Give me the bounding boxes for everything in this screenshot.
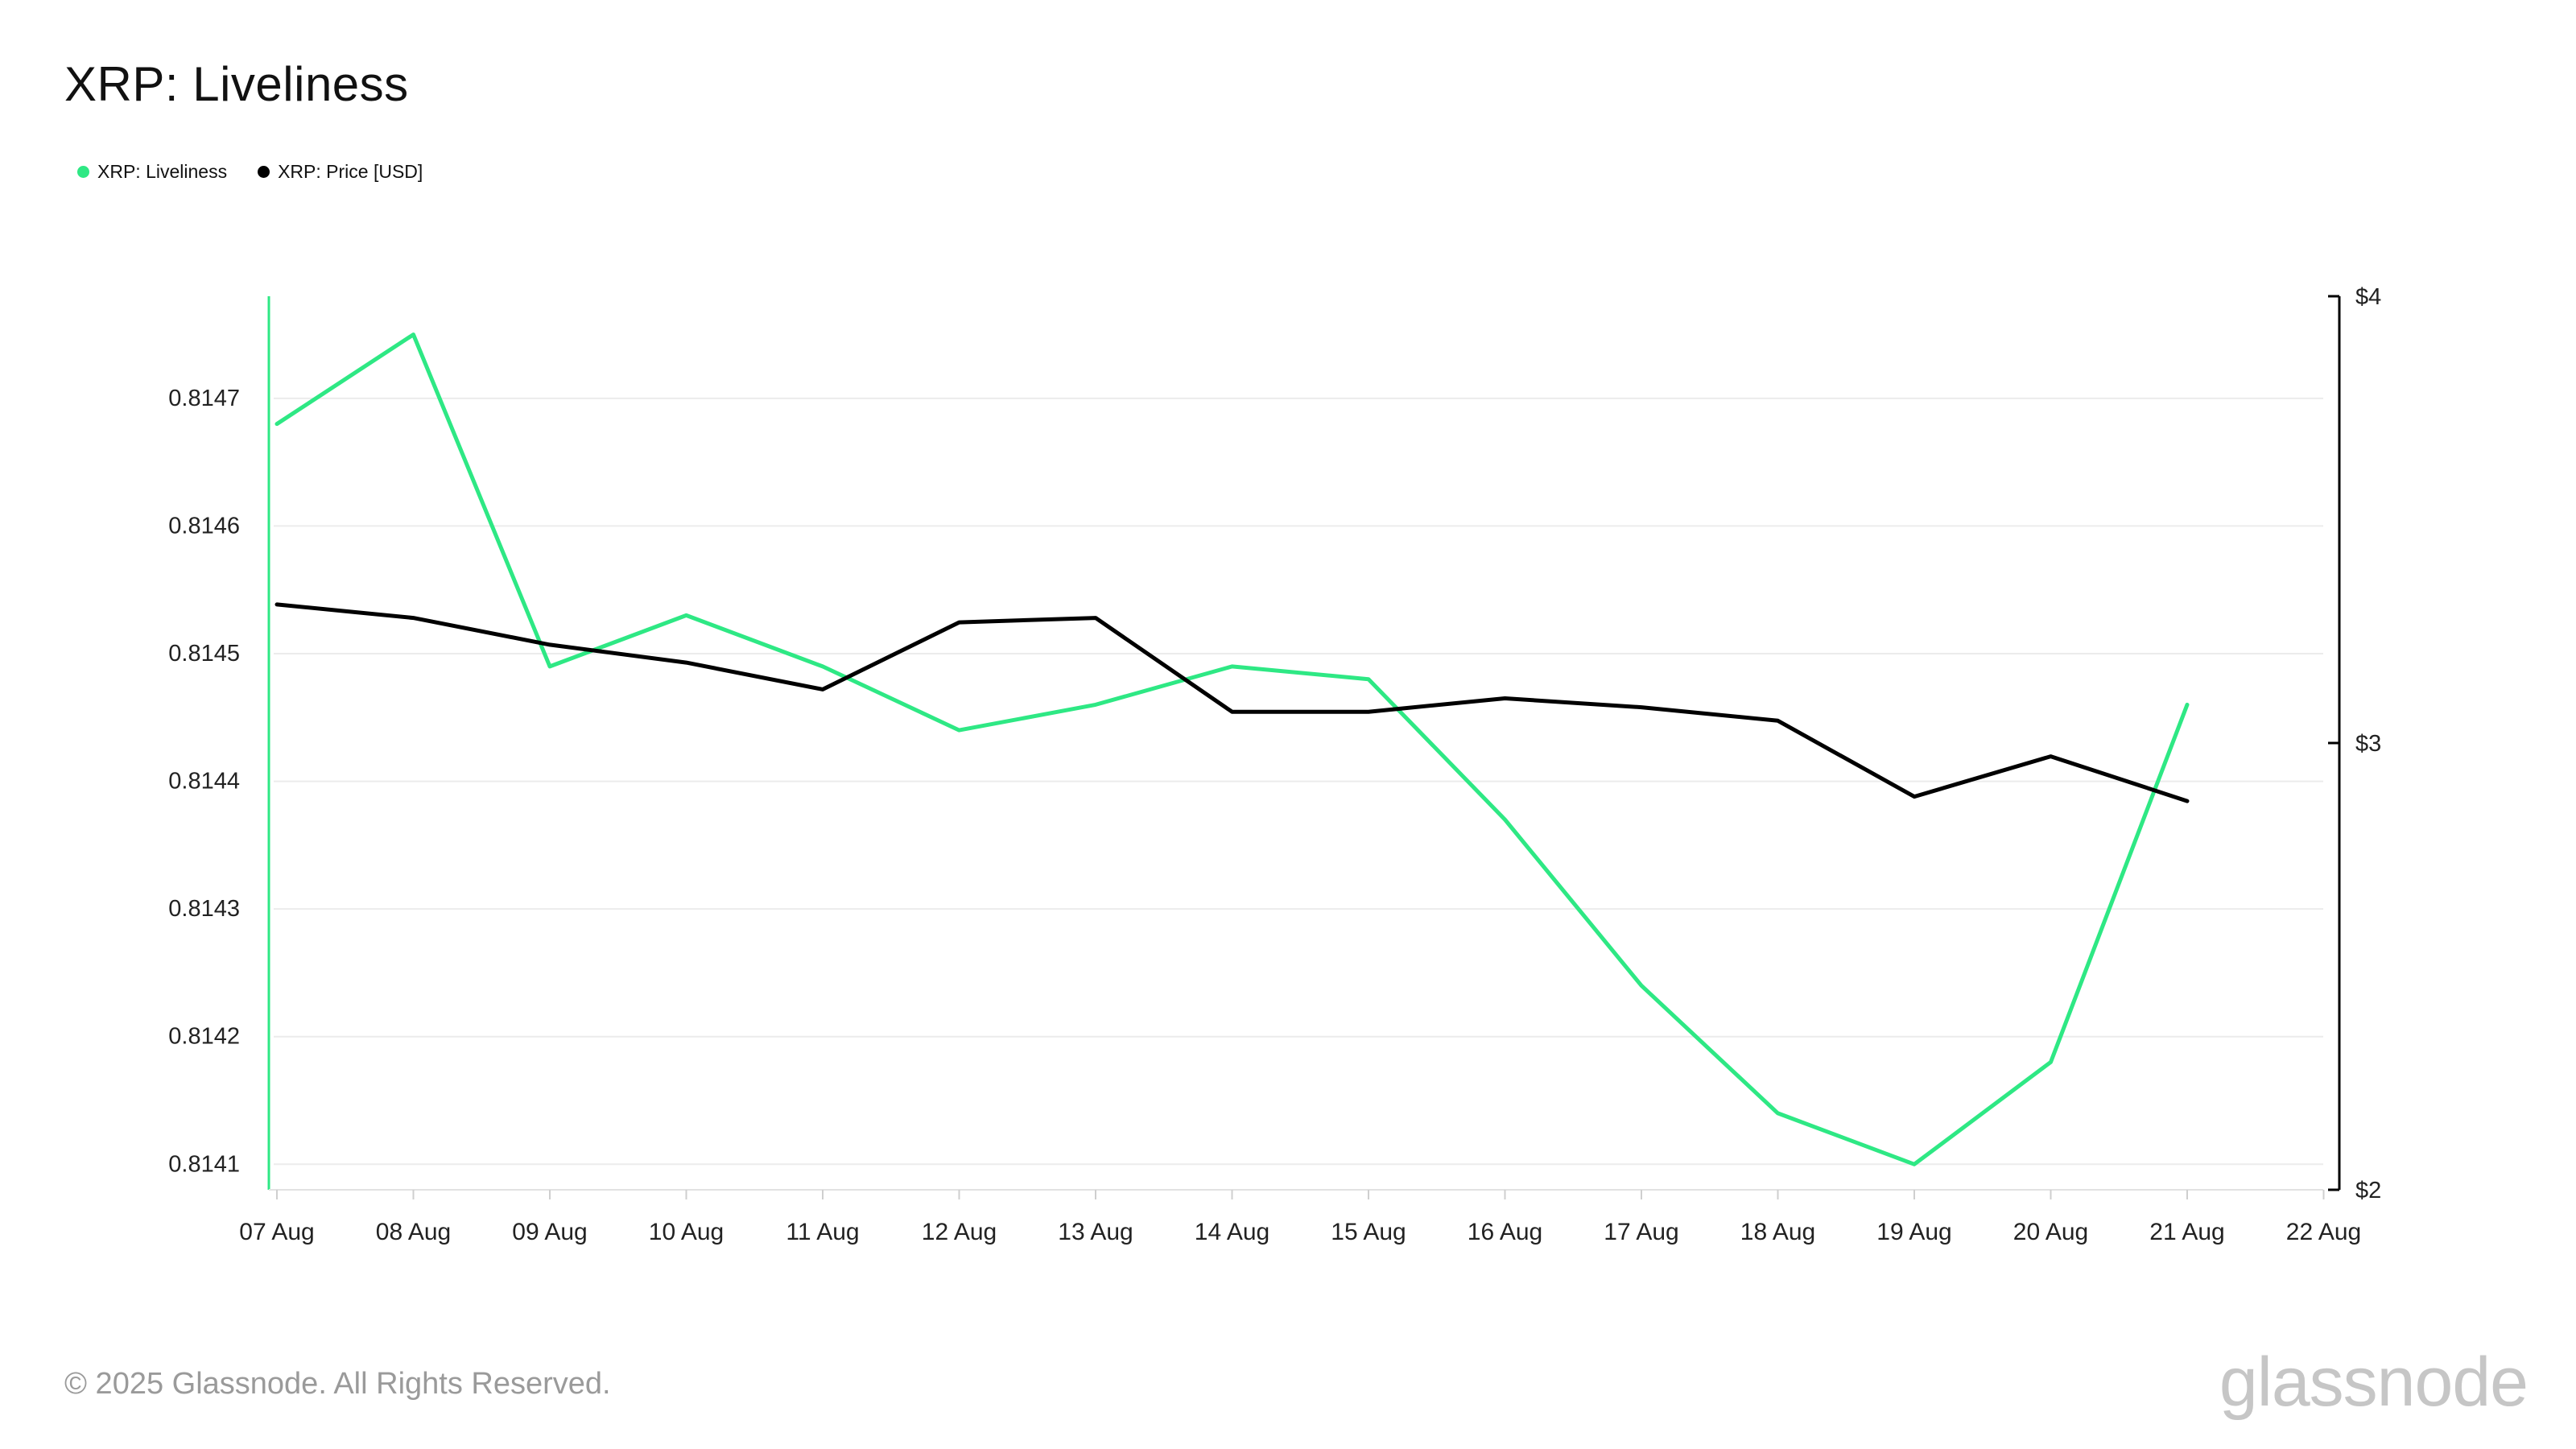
y-left-tick-label: 0.8141	[168, 1151, 240, 1177]
x-tick-label: 20 Aug	[2013, 1219, 2088, 1245]
x-tick-label: 11 Aug	[786, 1219, 859, 1245]
x-tick-label: 14 Aug	[1195, 1219, 1269, 1245]
y-left-tick-label: 0.8146	[168, 513, 240, 539]
y-left-tick-label: 0.8147	[168, 386, 240, 411]
y-left-tick-label: 0.8142	[168, 1024, 240, 1050]
x-tick-label: 13 Aug	[1058, 1219, 1133, 1245]
x-tick-label: 21 Aug	[2149, 1219, 2224, 1245]
series-line-liveliness	[275, 332, 2190, 1166]
y-right-tick-label: $3	[2355, 731, 2381, 757]
x-tick-label: 08 Aug	[376, 1219, 451, 1245]
legend-label-liveliness: XRP: Liveliness	[97, 161, 228, 182]
legend-dot-liveliness	[77, 166, 89, 178]
x-tick-label: 18 Aug	[1740, 1219, 1815, 1245]
x-tick-label: 12 Aug	[922, 1219, 997, 1245]
y-left-tick-label: 0.8145	[168, 641, 240, 667]
y-left-tick-label: 0.8144	[168, 769, 240, 795]
x-tick-label: 16 Aug	[1468, 1219, 1542, 1245]
legend-item-price[interactable]: XRP: Price [USD]	[258, 161, 423, 183]
y-right-tick-label: $2	[2355, 1178, 2381, 1203]
chart-title: XRP: Liveliness	[64, 57, 409, 111]
copyright-text: © 2025 Glassnode. All Rights Reserved.	[64, 1367, 611, 1401]
x-tick-label: 17 Aug	[1604, 1219, 1678, 1245]
glassnode-logo: glassnode	[2219, 1344, 2529, 1421]
chart-legend: XRP: Liveliness XRP: Price [USD]	[77, 161, 423, 183]
legend-item-liveliness[interactable]: XRP: Liveliness	[77, 161, 227, 183]
x-tick-label: 10 Aug	[649, 1219, 724, 1245]
series-line-price	[275, 602, 2190, 803]
x-tick-label: 22 Aug	[2286, 1219, 2361, 1245]
x-tick-label: 07 Aug	[239, 1219, 314, 1245]
x-tick-label: 19 Aug	[1876, 1219, 1951, 1245]
legend-label-price: XRP: Price [USD]	[278, 161, 423, 182]
x-tick-label: 15 Aug	[1331, 1219, 1406, 1245]
y-left-tick-label: 0.8143	[168, 896, 240, 922]
x-tick-label: 09 Aug	[512, 1219, 587, 1245]
y-right-tick-label: $4	[2355, 284, 2381, 310]
legend-dot-price	[258, 166, 270, 178]
